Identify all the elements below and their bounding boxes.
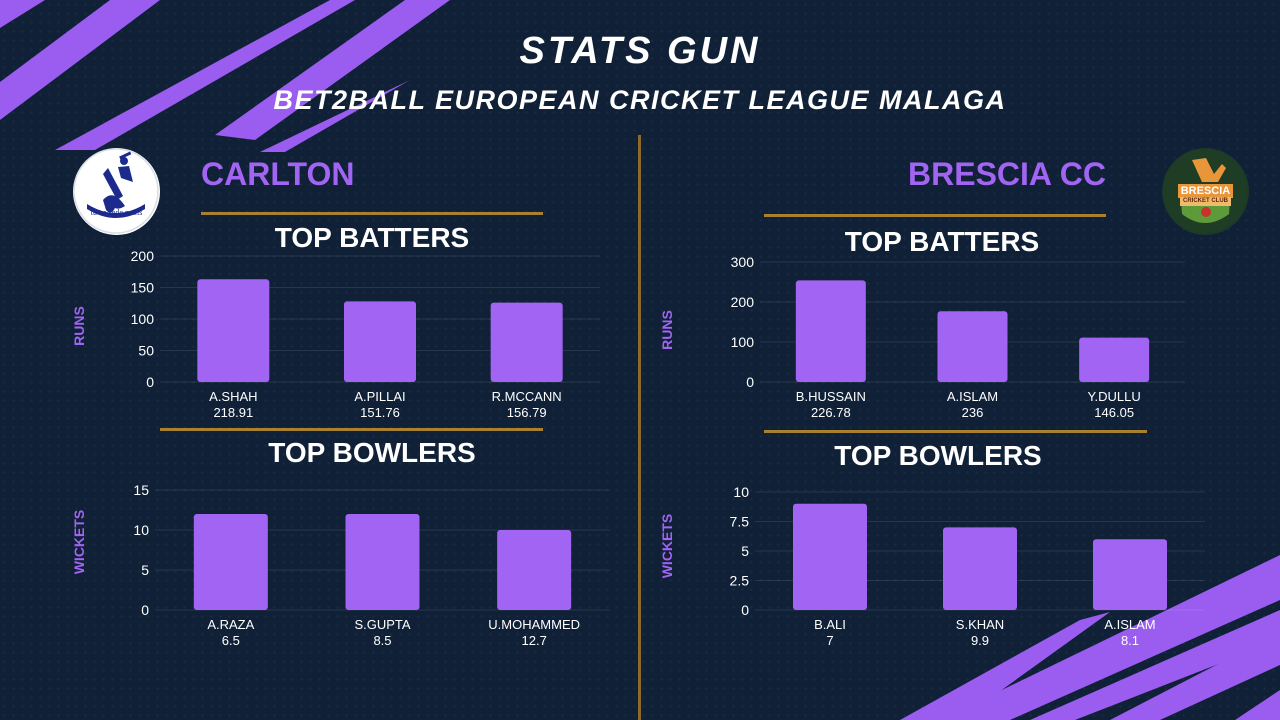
x-category-label: S.KHAN — [956, 617, 1004, 632]
bar — [1079, 337, 1150, 382]
y-axis-title: RUNS — [71, 306, 87, 346]
y-tick-label: 150 — [131, 280, 155, 296]
right-rule-top — [764, 214, 1106, 217]
right-batters-title: TOP BATTERS — [844, 226, 1040, 257]
bar — [193, 514, 268, 610]
y-tick-label: 300 — [731, 254, 755, 270]
bar-data-label: 9.9 — [971, 633, 989, 648]
right-bowlers-title: TOP BOWLERS — [834, 440, 1042, 471]
x-category-label: R.MCCANN — [492, 389, 562, 404]
bar — [1093, 539, 1167, 610]
y-tick-label: 50 — [138, 343, 154, 359]
shield-crest-icon — [1163, 149, 1247, 233]
y-tick-label: 5 — [741, 543, 749, 559]
bar-data-label: 226.78 — [811, 405, 851, 420]
x-category-label: U.MOHAMMED — [488, 617, 580, 632]
x-category-label: A.ISLAM — [947, 389, 998, 404]
y-axis-title: WICKETS — [660, 514, 675, 579]
left-rule-mid — [160, 428, 543, 431]
bar — [497, 530, 572, 610]
bar-data-label: 7 — [826, 633, 833, 648]
brescia-logo: BRESCIA CRICKET CLUB — [1162, 148, 1249, 235]
bar — [197, 279, 270, 382]
x-category-label: B.ALI — [814, 617, 846, 632]
y-tick-label: 200 — [731, 294, 755, 310]
x-category-label: A.PILLAI — [354, 389, 405, 404]
carlton-logo: tu ne cede malis — [73, 148, 160, 235]
y-tick-label: 7.5 — [730, 514, 750, 530]
y-axis-title: RUNS — [660, 310, 675, 350]
y-axis-title: WICKETS — [71, 510, 87, 575]
y-tick-label: 10 — [733, 484, 749, 500]
right-rule-mid — [764, 430, 1147, 433]
brescia-logo-sub: CRICKET CLUB — [1183, 198, 1228, 204]
y-tick-label: 10 — [133, 522, 149, 538]
poster-title: STATS GUN — [519, 30, 761, 72]
bar-data-label: 146.05 — [1094, 405, 1134, 420]
y-tick-label: 15 — [133, 482, 149, 498]
x-category-label: A.SHAH — [209, 389, 257, 404]
x-category-label: B.HUSSAIN — [796, 389, 866, 404]
y-tick-label: 0 — [741, 602, 749, 618]
center-divider — [638, 135, 641, 720]
bar-data-label: 236 — [962, 405, 984, 420]
y-tick-label: 0 — [146, 374, 154, 390]
bar — [937, 311, 1008, 382]
bar-data-label: 151.76 — [360, 405, 400, 420]
bar — [795, 280, 866, 382]
team-name-left: CARLTON — [201, 156, 355, 192]
left-rule-top — [201, 212, 543, 215]
x-category-label: A.RAZA — [207, 617, 254, 632]
x-category-label: Y.DULLU — [1088, 389, 1141, 404]
bar — [345, 514, 420, 610]
bar-data-label: 218.91 — [213, 405, 253, 420]
team-name-right: BRESCIA CC — [908, 156, 1106, 192]
bat-crest-icon — [73, 148, 159, 234]
bar — [793, 503, 867, 610]
bar-data-label: 12.7 — [522, 633, 547, 648]
left-batters-title: TOP BATTERS — [274, 222, 470, 253]
bar-data-label: 8.1 — [1121, 633, 1139, 648]
y-tick-label: 0 — [141, 602, 149, 618]
y-tick-label: 5 — [141, 562, 149, 578]
x-category-label: A.ISLAM — [1104, 617, 1155, 632]
y-tick-label: 100 — [731, 334, 755, 350]
brescia-logo-name: BRESCIA — [1180, 185, 1231, 197]
y-tick-label: 100 — [131, 311, 155, 327]
y-tick-label: 200 — [131, 248, 155, 264]
left-bowlers-title: TOP BOWLERS — [268, 437, 476, 468]
y-tick-label: 0 — [746, 374, 754, 390]
bar — [344, 301, 416, 382]
y-tick-label: 2.5 — [730, 573, 750, 589]
bar-data-label: 8.5 — [373, 633, 391, 648]
bar-data-label: 156.79 — [507, 405, 547, 420]
poster-subtitle: BET2BALL EUROPEAN CRICKET LEAGUE MALAGA — [273, 85, 1007, 115]
bar-data-label: 6.5 — [222, 633, 240, 648]
carlton-logo-motto: tu ne cede malis — [90, 208, 143, 217]
bar — [490, 302, 563, 382]
bar — [943, 527, 1017, 610]
x-category-label: S.GUPTA — [354, 617, 410, 632]
